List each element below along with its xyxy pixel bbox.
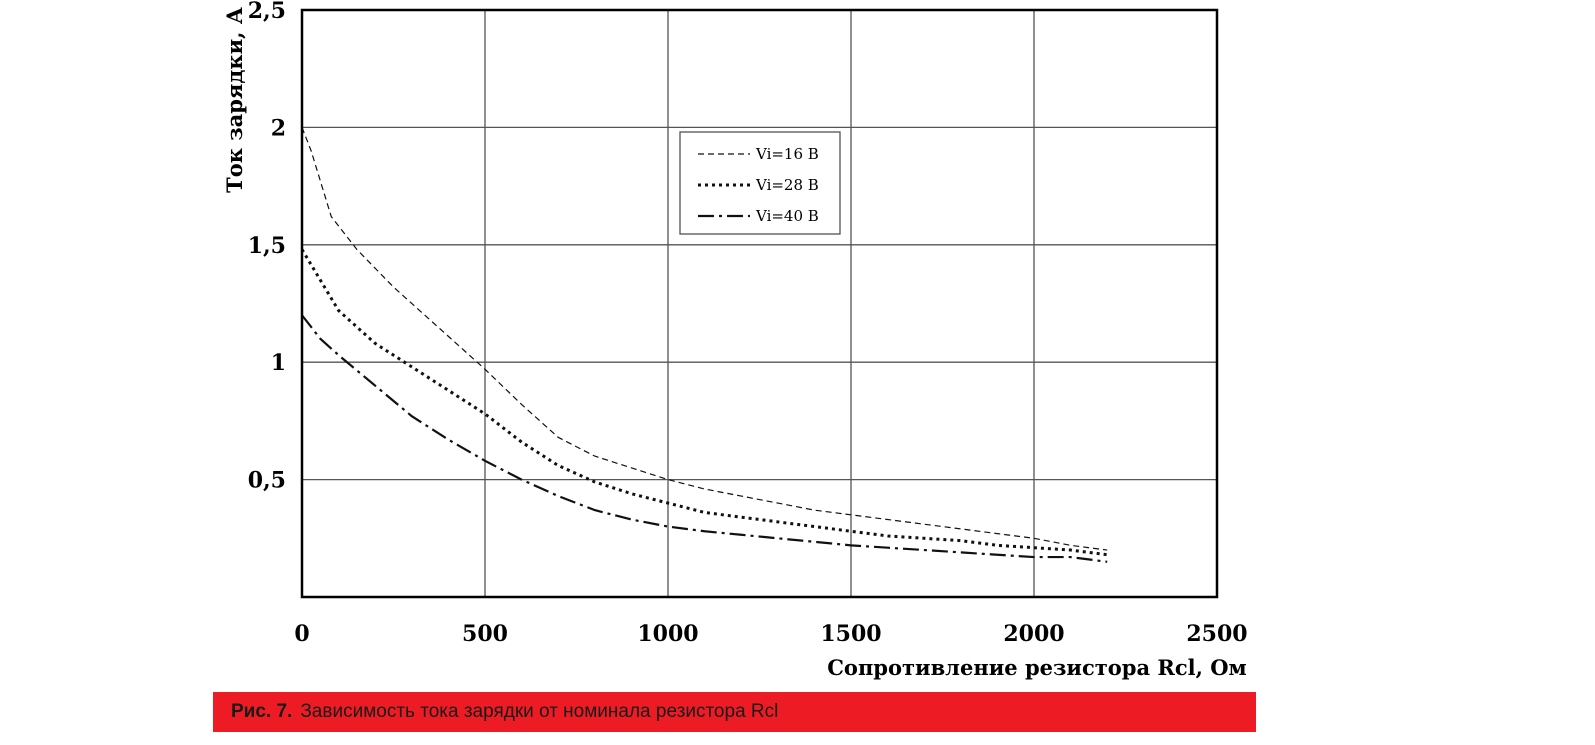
y-tick-label: 1,5 bbox=[248, 233, 286, 259]
x-tick-label: 1500 bbox=[820, 621, 881, 647]
series-layer bbox=[300, 127, 1108, 563]
y-axis-title: Ток зарядки, А bbox=[222, 7, 247, 193]
x-tick-label: 500 bbox=[462, 621, 508, 647]
legend-label: Vi=16 В bbox=[755, 145, 819, 163]
y-tick-label: 2 bbox=[271, 115, 286, 141]
legend-label: Vi=40 В bbox=[755, 207, 819, 225]
caption-label: Рис. 7. bbox=[231, 701, 293, 722]
x-tick-label: 0 bbox=[294, 621, 309, 647]
x-axis-title: Сопротивление резистора Rcl, Ом bbox=[827, 655, 1247, 680]
x-tick-label: 2500 bbox=[1186, 621, 1247, 647]
caption-text: Зависимость тока зарядки от номинала рез… bbox=[300, 701, 779, 722]
grid bbox=[302, 10, 1217, 597]
series-line-2 bbox=[300, 248, 1108, 557]
plot-frame bbox=[300, 8, 1219, 599]
y-tick-label: 2,5 bbox=[248, 0, 286, 24]
x-tick-label: 2000 bbox=[1003, 621, 1064, 647]
legend-label: Vi=28 В bbox=[755, 176, 819, 194]
tick-labels: 0 500 1000 1500 2000 2500 0,5 1 1,5 2 2,5 bbox=[248, 0, 1248, 647]
legend: Vi=16 В Vi=28 В Vi=40 В bbox=[679, 131, 841, 235]
figure-caption: Рис. 7. Зависимость тока зарядки от номи… bbox=[213, 692, 1256, 732]
chart: 0 500 1000 1500 2000 2500 0,5 1 1,5 2 2,5 Ток заря… bbox=[222, 0, 1248, 680]
y-tick-label: 1 bbox=[271, 350, 286, 376]
series-line-3 bbox=[301, 314, 1108, 563]
x-tick-label: 1000 bbox=[637, 621, 698, 647]
y-tick-label: 0,5 bbox=[248, 468, 286, 494]
